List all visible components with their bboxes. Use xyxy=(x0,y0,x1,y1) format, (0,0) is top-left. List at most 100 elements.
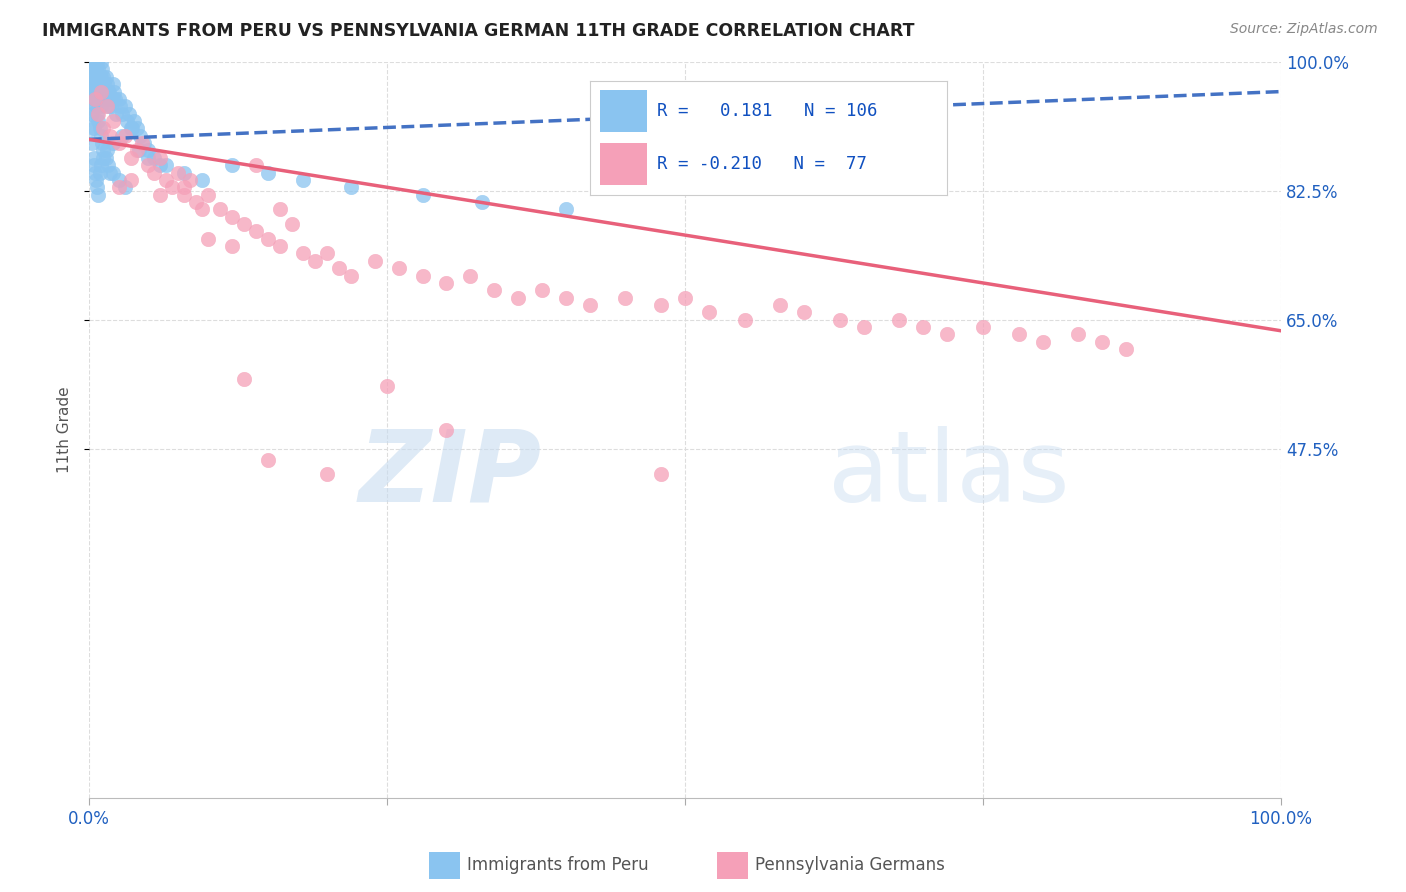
Point xyxy=(125,121,148,136)
Point xyxy=(84,85,107,99)
Point xyxy=(87,106,110,120)
Point xyxy=(506,291,529,305)
Point xyxy=(91,70,114,84)
Point xyxy=(460,268,482,283)
Point xyxy=(83,77,105,91)
Point xyxy=(97,99,120,113)
Point xyxy=(614,291,637,305)
Point xyxy=(280,217,302,231)
Point xyxy=(111,128,134,143)
Point xyxy=(82,121,104,136)
Point xyxy=(256,232,278,246)
Point xyxy=(86,85,108,99)
Point xyxy=(912,320,935,334)
Point xyxy=(149,187,172,202)
Point xyxy=(1031,334,1053,349)
Point xyxy=(793,305,815,319)
Point xyxy=(155,173,177,187)
Point xyxy=(1115,342,1137,356)
Point xyxy=(98,128,121,143)
Point xyxy=(179,173,201,187)
Point xyxy=(304,253,326,268)
Point xyxy=(101,77,124,91)
Point xyxy=(91,144,114,158)
Point xyxy=(87,114,110,128)
Point xyxy=(89,121,111,136)
Point xyxy=(107,180,129,194)
Point xyxy=(197,187,219,202)
Point xyxy=(84,77,107,91)
Point xyxy=(173,187,195,202)
Point xyxy=(412,187,434,202)
Point xyxy=(650,467,672,482)
Point xyxy=(889,312,911,326)
Point xyxy=(530,283,553,297)
Point xyxy=(90,70,112,84)
Point xyxy=(79,77,101,91)
Point xyxy=(86,70,108,84)
Point xyxy=(328,261,350,276)
Point xyxy=(98,85,121,99)
Point xyxy=(87,187,110,202)
Point xyxy=(90,85,112,99)
Point xyxy=(94,151,117,165)
Point xyxy=(118,106,141,120)
Point xyxy=(83,158,105,172)
Point xyxy=(245,158,267,172)
Point xyxy=(101,114,124,128)
Point xyxy=(120,151,142,165)
Point xyxy=(436,423,458,437)
Point xyxy=(108,99,131,113)
Point xyxy=(83,55,105,70)
Point xyxy=(98,92,121,106)
Point xyxy=(80,70,103,84)
Point xyxy=(221,239,243,253)
Y-axis label: 11th Grade: 11th Grade xyxy=(58,387,72,474)
Point xyxy=(138,151,160,165)
Point xyxy=(86,180,108,194)
Point xyxy=(90,55,112,70)
Point xyxy=(83,92,105,106)
Point xyxy=(316,246,339,260)
Point xyxy=(96,77,118,91)
Point xyxy=(86,55,108,70)
Text: Immigrants from Peru: Immigrants from Peru xyxy=(467,856,648,874)
Point xyxy=(269,239,291,253)
Point xyxy=(114,128,136,143)
Point xyxy=(91,62,114,77)
Point xyxy=(115,114,138,128)
Point xyxy=(86,106,108,120)
Point xyxy=(87,77,110,91)
Point xyxy=(673,291,696,305)
Point xyxy=(83,77,105,91)
Point xyxy=(138,144,160,158)
Point xyxy=(120,173,142,187)
Point xyxy=(90,85,112,99)
Point xyxy=(82,77,104,91)
Point xyxy=(482,283,505,297)
Point xyxy=(412,268,434,283)
Point xyxy=(129,128,152,143)
Point xyxy=(91,77,114,91)
Point xyxy=(114,180,136,194)
Point xyxy=(828,312,851,326)
Point xyxy=(269,202,291,217)
Point xyxy=(149,158,172,172)
Point xyxy=(191,173,214,187)
Point xyxy=(93,92,115,106)
Point xyxy=(91,121,114,136)
Point xyxy=(98,165,121,179)
Point xyxy=(578,298,600,312)
Point xyxy=(83,165,105,179)
Point xyxy=(221,210,243,224)
Point xyxy=(650,298,672,312)
Point xyxy=(80,106,103,120)
Point xyxy=(256,165,278,179)
Point xyxy=(388,261,411,276)
Point xyxy=(94,70,117,84)
Point xyxy=(232,371,254,385)
Point xyxy=(340,180,363,194)
Text: IMMIGRANTS FROM PERU VS PENNSYLVANIA GERMAN 11TH GRADE CORRELATION CHART: IMMIGRANTS FROM PERU VS PENNSYLVANIA GER… xyxy=(42,22,915,40)
Point xyxy=(471,194,494,209)
Point xyxy=(1067,327,1090,342)
